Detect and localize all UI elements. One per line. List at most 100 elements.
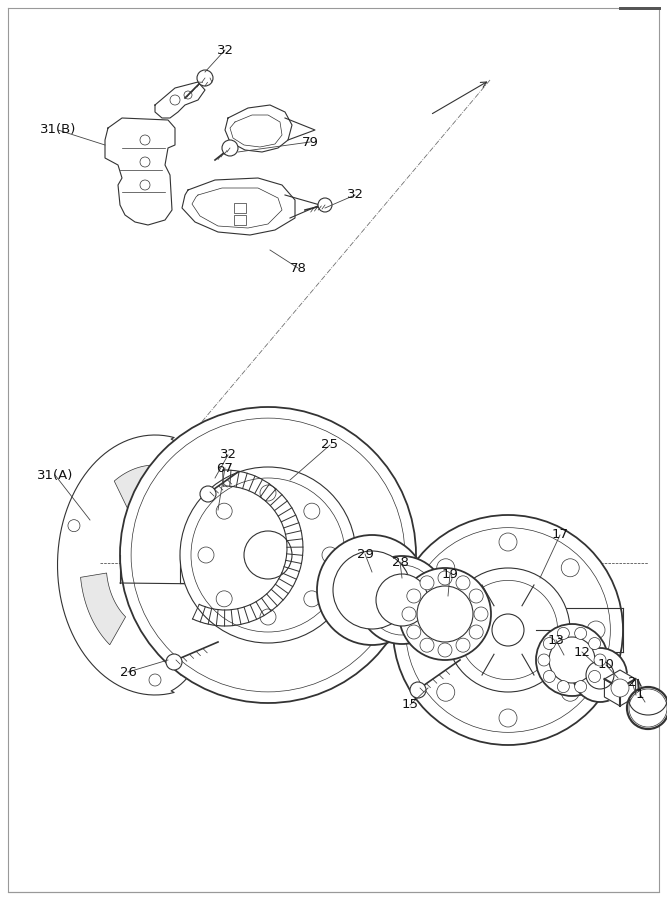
Ellipse shape [536,624,608,696]
Circle shape [402,607,416,621]
Circle shape [544,637,556,650]
Circle shape [538,654,550,666]
Circle shape [469,625,483,639]
Ellipse shape [244,531,292,579]
Polygon shape [114,465,172,510]
Ellipse shape [317,535,427,645]
Circle shape [205,471,216,483]
Ellipse shape [358,556,446,644]
Circle shape [589,637,601,650]
Circle shape [184,91,192,99]
Circle shape [420,576,434,590]
Text: 13: 13 [548,634,564,646]
Circle shape [499,709,517,727]
Ellipse shape [191,478,345,632]
Ellipse shape [406,527,610,733]
Ellipse shape [549,637,595,683]
Ellipse shape [367,565,437,635]
Ellipse shape [376,574,428,626]
Circle shape [170,95,180,105]
Circle shape [407,589,421,603]
Ellipse shape [586,661,614,689]
Circle shape [575,627,587,639]
Circle shape [420,638,434,652]
Circle shape [322,547,338,563]
Text: 28: 28 [392,555,408,569]
Text: 79: 79 [301,136,318,149]
Circle shape [260,485,276,501]
Polygon shape [105,118,175,225]
Circle shape [216,503,232,519]
Circle shape [558,627,570,639]
Ellipse shape [131,418,405,692]
Circle shape [260,609,276,625]
Polygon shape [182,178,295,235]
Ellipse shape [120,407,416,703]
Ellipse shape [333,551,411,629]
Ellipse shape [458,580,558,680]
Circle shape [589,670,601,682]
Circle shape [235,559,247,571]
Circle shape [407,625,421,639]
Circle shape [200,486,216,502]
Circle shape [438,643,452,657]
Polygon shape [604,670,636,706]
Text: 26: 26 [119,665,137,679]
Circle shape [575,680,587,693]
Circle shape [133,543,177,587]
Text: 15: 15 [402,698,418,712]
Circle shape [216,590,232,607]
Circle shape [222,140,238,156]
Polygon shape [285,118,315,140]
Bar [234,215,246,225]
Polygon shape [177,584,227,654]
Circle shape [166,654,182,670]
Circle shape [474,607,488,621]
Circle shape [140,180,150,190]
Circle shape [438,571,452,585]
Circle shape [499,533,517,551]
Text: 17: 17 [552,528,568,542]
Circle shape [140,135,150,145]
Ellipse shape [399,568,491,660]
Text: 31(B): 31(B) [40,123,76,137]
Ellipse shape [627,687,667,729]
Ellipse shape [629,689,667,727]
Polygon shape [57,435,220,695]
Text: 67: 67 [217,462,233,474]
Circle shape [492,614,524,646]
Circle shape [68,519,80,532]
Ellipse shape [393,515,623,745]
Text: 32: 32 [219,448,237,462]
Circle shape [469,589,483,603]
Circle shape [411,621,429,639]
Ellipse shape [573,648,627,702]
Text: 32: 32 [346,188,364,202]
Circle shape [594,654,606,666]
Circle shape [456,638,470,652]
Text: 29: 29 [357,547,374,561]
Text: 19: 19 [442,568,458,580]
Circle shape [561,683,579,701]
Text: 1: 1 [636,688,644,700]
Text: 32: 32 [217,43,233,57]
Circle shape [304,503,320,519]
Ellipse shape [446,568,570,692]
Circle shape [561,559,579,577]
Circle shape [611,679,629,697]
Circle shape [198,547,214,563]
Circle shape [437,683,455,701]
Text: 78: 78 [289,262,306,274]
Text: 12: 12 [574,645,590,659]
Circle shape [149,674,161,686]
Polygon shape [155,82,205,118]
Circle shape [140,157,150,167]
Circle shape [544,670,556,682]
Circle shape [456,576,470,590]
Bar [234,203,246,213]
Text: 31(A): 31(A) [37,469,73,482]
Ellipse shape [417,586,473,642]
Text: 10: 10 [598,659,614,671]
Circle shape [197,70,213,86]
Polygon shape [285,195,320,218]
